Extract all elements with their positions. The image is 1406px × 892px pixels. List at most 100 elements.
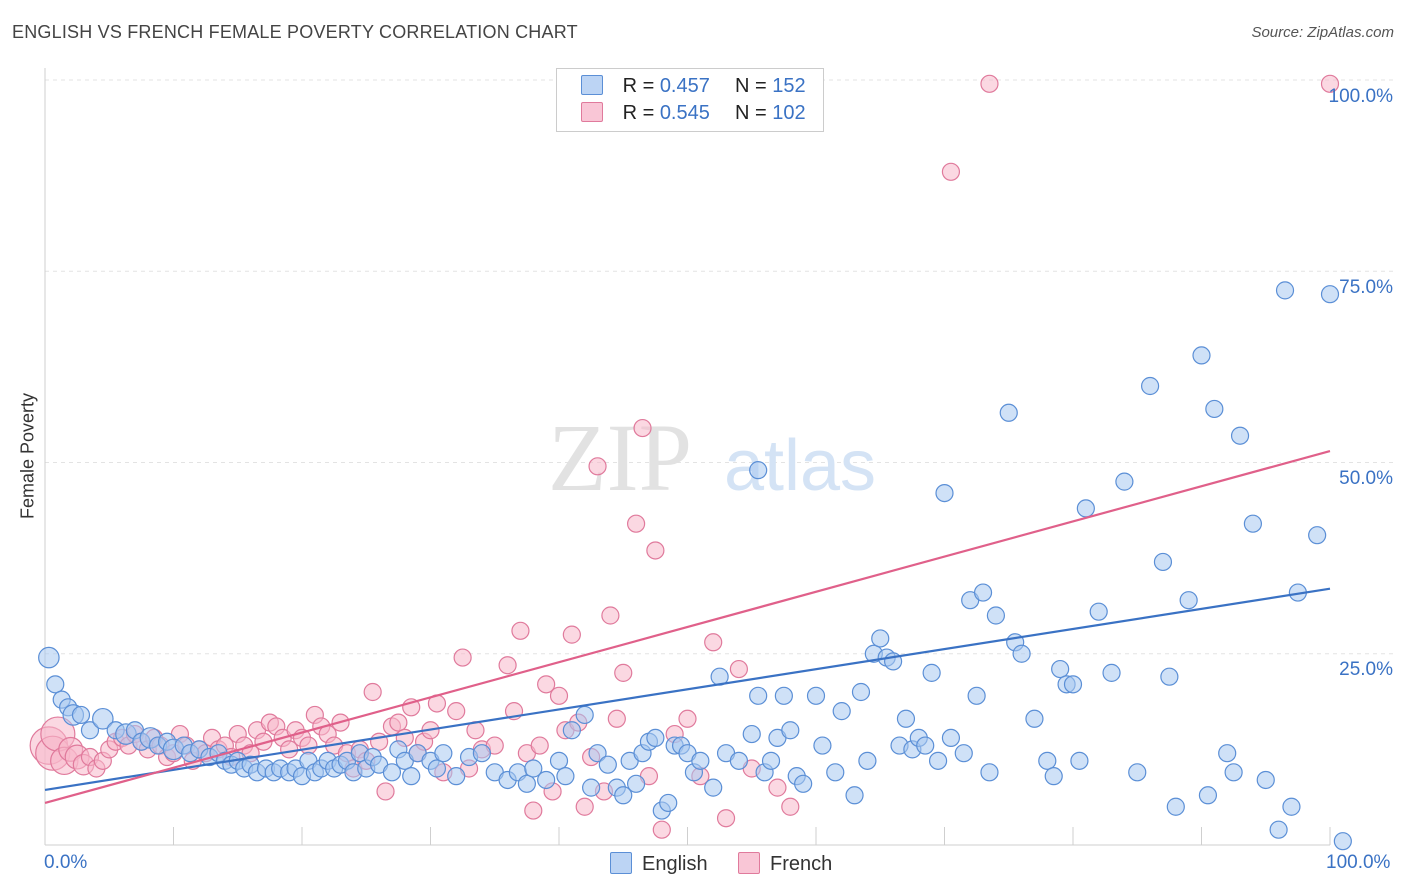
english-point-60	[524, 759, 543, 778]
english-r-value: 0.457	[659, 75, 710, 97]
french-r-label: R =	[622, 102, 655, 124]
english-point-140	[1166, 797, 1185, 816]
english-point-48	[402, 767, 421, 786]
french-point-77	[549, 686, 569, 705]
trend-lines	[44, 449, 1331, 804]
english-point-65	[575, 705, 594, 725]
english-point-139	[1160, 667, 1179, 686]
french-point-104	[1320, 74, 1340, 93]
english-swatch	[581, 75, 603, 95]
english-point-5	[71, 705, 91, 725]
english-point-114	[935, 484, 954, 503]
english-point-86	[729, 751, 749, 770]
french-r-value: 0.545	[659, 102, 710, 124]
y-tick-75: 75.0%	[1339, 277, 1393, 298]
english-point-64	[562, 721, 581, 740]
french-point-53	[376, 782, 395, 801]
english-point-156	[1333, 832, 1352, 851]
english-point-138	[1153, 552, 1173, 572]
chart-title: ENGLISH VS FRENCH FEMALE POVERTY CORRELA…	[12, 22, 578, 42]
english-point-147	[1230, 426, 1250, 445]
english-point-157	[749, 461, 768, 480]
english-point-70	[614, 786, 633, 805]
english-point-88	[749, 686, 768, 705]
french-point-79	[562, 625, 581, 644]
english-point-7	[92, 707, 114, 730]
english-point-144	[1205, 399, 1224, 419]
english-point-6	[80, 721, 100, 740]
english-r-label: R =	[622, 75, 655, 97]
english-point-113	[928, 751, 948, 770]
english-point-61	[537, 770, 556, 790]
english-point-93	[781, 721, 800, 740]
legend-row-english: R = 0.457 N = 152	[581, 75, 806, 99]
french-point-86	[607, 709, 626, 728]
english-point-152	[1282, 797, 1301, 816]
french-trend-line	[44, 449, 1331, 804]
french-n-value: 102	[772, 102, 806, 124]
english-point-59	[517, 774, 536, 793]
french-point-96	[704, 633, 723, 652]
english-point-155	[1320, 285, 1340, 304]
english-point-95	[794, 774, 813, 793]
watermark: ZIP atlas	[548, 404, 876, 511]
english-points	[38, 281, 1352, 851]
bottom-french-swatch	[738, 852, 760, 874]
english-n-value: 152	[772, 75, 806, 97]
french-swatch	[581, 102, 603, 122]
english-point-68	[598, 755, 617, 774]
french-point-89	[633, 418, 652, 438]
axes	[44, 68, 1331, 846]
english-point-154	[1308, 526, 1327, 545]
english-point-96	[806, 686, 826, 705]
french-point-41	[299, 736, 318, 755]
english-point-75	[646, 728, 665, 748]
english-point-63	[556, 767, 575, 786]
english-point-146	[1224, 763, 1243, 782]
english-point-134	[1102, 663, 1121, 682]
bottom-legend-french: French	[738, 852, 832, 876]
french-point-75	[537, 675, 556, 694]
english-point-126	[1038, 751, 1057, 770]
french-point-73	[524, 801, 543, 820]
english-point-1	[46, 675, 65, 694]
english-point-52	[434, 744, 453, 763]
english-point-141	[1179, 591, 1198, 610]
english-point-45	[382, 763, 402, 782]
english-point-121	[986, 606, 1006, 625]
english-point-90	[761, 751, 781, 770]
english-point-133	[1089, 602, 1108, 621]
english-point-128	[1051, 659, 1070, 679]
english-point-99	[832, 702, 851, 721]
french-point-100	[768, 778, 787, 797]
french-point-71	[511, 621, 530, 640]
english-point-111	[916, 736, 935, 755]
bottom-english-label: English	[642, 853, 708, 875]
french-point-64	[453, 648, 472, 667]
english-point-120	[980, 763, 999, 782]
english-point-87	[742, 724, 761, 744]
english-point-125	[1025, 709, 1044, 728]
x-tick-min: 0.0%	[44, 852, 88, 873]
english-point-51	[427, 759, 447, 778]
english-point-100	[845, 786, 864, 805]
english-point-104	[871, 629, 890, 648]
french-point-102	[941, 162, 961, 181]
english-point-77	[659, 793, 678, 813]
x-tick-max: 100.0%	[1326, 852, 1391, 873]
french-point-87	[614, 663, 633, 682]
english-point-119	[973, 583, 993, 602]
english-point-149	[1256, 770, 1275, 790]
y-tick-25: 25.0%	[1339, 659, 1393, 680]
french-point-55	[389, 713, 408, 732]
english-point-83	[704, 778, 723, 797]
english-point-101	[851, 682, 871, 702]
y-tick-50: 50.0%	[1339, 468, 1393, 489]
english-point-108	[896, 709, 916, 728]
english-point-92	[774, 686, 793, 705]
french-point-91	[646, 541, 665, 560]
y-tick-100: 100.0%	[1328, 86, 1393, 107]
french-point-51	[363, 682, 382, 702]
english-point-132	[1076, 499, 1095, 518]
bottom-legend-english: English	[610, 852, 708, 876]
